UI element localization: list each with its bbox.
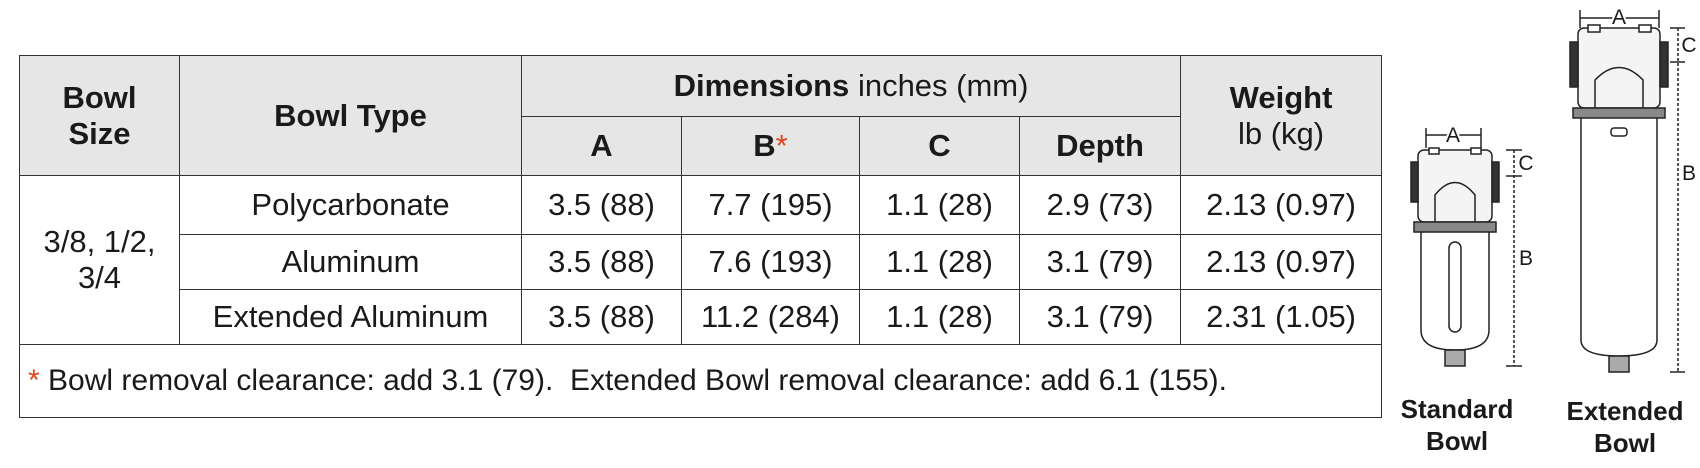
dimension-label: A xyxy=(1446,124,1460,147)
header-cell: Depth xyxy=(1018,116,1182,176)
value-cell: 2.9 (73) xyxy=(1018,175,1182,235)
value-cell: 1.1 (28) xyxy=(859,175,1020,235)
bowl-type-cell: Aluminum xyxy=(179,234,522,290)
header-unit: lb (kg) xyxy=(1237,115,1325,151)
value-cell: 3.5 (88) xyxy=(521,289,682,345)
value-cell: 1.1 (28) xyxy=(859,289,1020,345)
table-body: 3/8, 1/2, 3/4 Polycarbonate 3.5 (88) 7.7 (1… xyxy=(19,175,1383,345)
header-cell: A xyxy=(521,116,682,176)
header-cell: C xyxy=(859,116,1020,176)
header-text: C xyxy=(928,128,951,163)
bowl-type-cell: Extended Aluminum xyxy=(179,289,522,345)
table-row: Extended Aluminum 3.5 (88) 11.2 (284) 1.1 (… xyxy=(20,289,1383,345)
header-text: Dimensions xyxy=(673,68,850,103)
header-cell: Dimensions inches (mm) xyxy=(520,55,1182,117)
bowl-size-cell: 3/8, 1/2, 3/4 xyxy=(19,175,180,345)
value-cell: 3.5 (88) xyxy=(521,234,682,290)
diagram-caption: Extended Bowl xyxy=(1566,396,1683,458)
bowl-diagrams: A C B A C B Standard Bowl Extended Bowl xyxy=(1401,4,1697,458)
value-cell: 2.13 (0.97) xyxy=(1180,234,1383,290)
footnote: Bowl removal clearance: add 3.1 (79). Ex… xyxy=(48,364,1227,397)
footnote-cell: * Bowl removal clearance: add 3.1 (79). … xyxy=(18,344,1383,418)
dimension-table: Bowl Size Bowl Type Dimensions inches (m… xyxy=(18,55,1383,418)
table-row: 3/8, 1/2, 3/4 Polycarbonate 3.5 (88) 7.7 (1… xyxy=(19,175,1383,345)
header-text: A xyxy=(590,128,613,163)
header-unit: inches (mm) xyxy=(857,68,1029,103)
table-row: Aluminum 3.5 (88) 7.6 (193) 1.1 (28) 3.1 (79… xyxy=(20,234,1383,290)
header-cell: Bowl Size xyxy=(19,55,180,176)
dimension-label: A xyxy=(1612,6,1626,29)
value-cell: 3.1 (79) xyxy=(1018,234,1182,290)
header-text: Bowl Type xyxy=(274,97,427,133)
value-cell: 1.1 (28) xyxy=(859,234,1020,290)
extended-bowl xyxy=(1569,10,1685,373)
dimension-label: B xyxy=(1682,162,1696,185)
asterisk: * xyxy=(28,364,40,397)
dimension-label: C xyxy=(1518,152,1533,175)
value-cell: 3.1 (79) xyxy=(1018,289,1182,345)
header-text: B xyxy=(753,128,776,163)
dimension-label: B xyxy=(1519,247,1533,270)
bowl-type-cell: Polycarbonate xyxy=(179,175,522,235)
value-cell: 2.31 (1.05) xyxy=(1180,289,1383,345)
value-cell: 2.13 (0.97) xyxy=(1180,175,1383,235)
header-cell: Weight lb (kg) xyxy=(1180,55,1383,176)
header-text: Weight xyxy=(1229,79,1333,115)
value-cell: 11.2 (284) xyxy=(681,289,860,345)
asterisk: * xyxy=(775,128,788,163)
header-text: Bowl Size xyxy=(62,79,137,151)
header-cell: B* xyxy=(681,116,860,176)
value-cell: 3.5 (88) xyxy=(521,175,682,235)
value-cell: 7.7 (195) xyxy=(681,175,860,235)
standard-bowl xyxy=(1410,128,1522,367)
diagram-caption: Standard Bowl xyxy=(1401,394,1514,456)
dimension-label: C xyxy=(1681,34,1696,57)
header-cell: Bowl Type xyxy=(179,55,522,176)
header-text: Depth xyxy=(1056,128,1144,163)
value-cell: 7.6 (193) xyxy=(681,234,860,290)
